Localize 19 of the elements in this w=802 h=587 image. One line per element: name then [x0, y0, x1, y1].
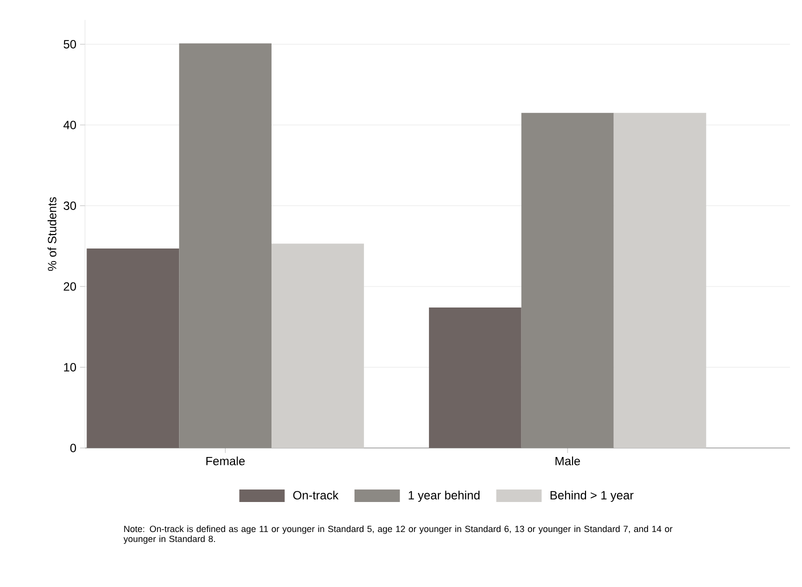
text: Note: On-track is defined as age 11 or younger in Standard 5, age 12 or younger in Standard 6, 13 or younger in Standard 7, and 14 or younger in Standard 8.	[124, 526, 672, 544]
bar	[614, 112, 706, 448]
bar	[428, 307, 522, 448]
x-tick-label: Female	[206, 456, 245, 466]
y-tick-label: 40	[63, 120, 76, 130]
bar	[521, 112, 614, 448]
y-tick-label: 10	[64, 363, 76, 372]
y-tick-label: 50	[64, 40, 76, 48]
bar	[86, 248, 180, 448]
bar	[272, 244, 364, 448]
legend-label: 1 year behind	[408, 490, 480, 502]
y-tick-label: 30	[64, 201, 76, 210]
legend-label: On-track	[293, 490, 339, 500]
y-axis-title: % of Students	[48, 197, 56, 271]
y-tick-label: 0	[70, 444, 76, 452]
legend-label: Behind > 1 year	[550, 490, 634, 502]
x-tick-label: Male	[556, 456, 580, 466]
bar	[179, 43, 272, 448]
y-tick-label: 20	[64, 282, 76, 291]
